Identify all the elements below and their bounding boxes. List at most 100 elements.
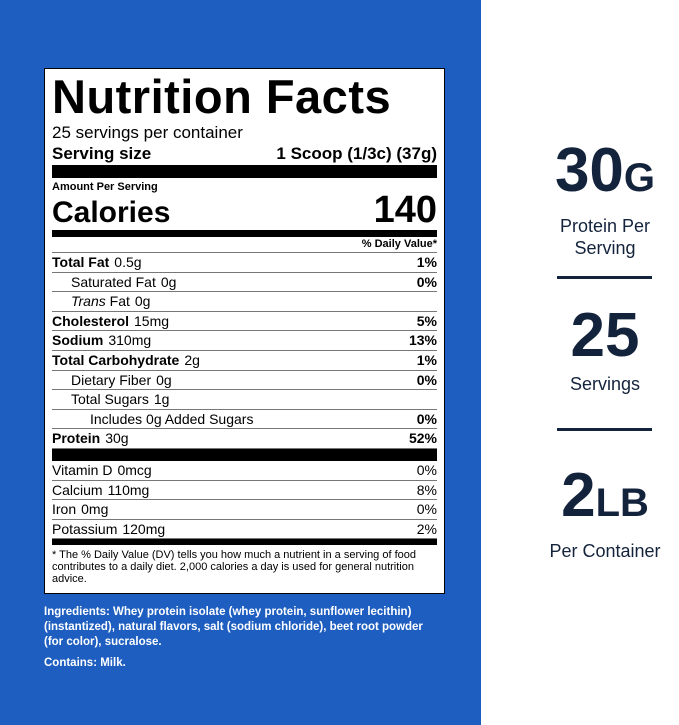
amount-per-serving: Amount Per Serving — [52, 181, 158, 193]
ingredients-text: Ingredients: Whey protein isolate (whey … — [44, 606, 423, 648]
stat-value: 30G — [540, 140, 670, 209]
calories: 140 — [373, 189, 437, 231]
nutrient-left: Includes 0g Added Sugars — [52, 410, 253, 429]
stat: 2LB Per Container — [540, 465, 670, 562]
nutrient-row: Saturated Fat 0g 0% — [52, 273, 437, 293]
nutrient-amount: 1g — [153, 391, 170, 408]
vitamin-amount: 0mg — [81, 501, 109, 518]
vitamin-dv: 0% — [416, 501, 437, 518]
nutrient-row: Sodium 310mg 13% — [52, 331, 437, 351]
separator — [557, 428, 652, 431]
nutrient-dv: 52% — [408, 430, 437, 447]
nutrient-amount: 0g — [160, 273, 177, 290]
nutrient-left: Total Carbohydrate 2g — [52, 351, 200, 370]
nutrient-row: Protein 30g 52% — [52, 429, 437, 449]
vitamin-row: Calcium 110mg 8% — [52, 481, 437, 501]
stat-number: 2 — [561, 461, 596, 530]
nutrient-left: Saturated Fat 0g — [52, 273, 176, 292]
nutrient-name: Saturated Fat — [71, 273, 156, 290]
vitamin-name: Potassium — [52, 520, 118, 537]
nutrient-name: Dietary Fiber — [71, 371, 152, 388]
stat-label: Servings — [569, 374, 641, 394]
vitamin-left: Iron 0mg — [52, 500, 108, 519]
nutrient-name: Protein — [52, 430, 101, 447]
nutrient-name: Total Sugars — [71, 391, 149, 408]
nutrient-dv: 0% — [416, 273, 437, 290]
nutrient-dv: 5% — [416, 312, 437, 329]
stat-unit: G — [623, 156, 656, 200]
nutrient-dv: 1% — [416, 351, 437, 368]
nutrient-row: Includes 0g Added Sugars 0% — [52, 410, 437, 430]
vitamin-left: Potassium 120mg — [52, 520, 165, 539]
contains: Contains: Milk. — [44, 657, 126, 669]
nutrient-amount: 2g — [184, 351, 200, 368]
vitamin-left: Calcium 110mg — [52, 481, 149, 500]
stat-label: Protein Per Serving — [559, 216, 651, 258]
nutrient-name: Sodium — [52, 332, 104, 349]
nutrient-row: Total Fat 0.5g 1% — [52, 253, 437, 273]
nutrient-name: Fat — [109, 293, 130, 310]
vitamin-amount: 0mcg — [117, 461, 152, 478]
nutrient-amount: 30g — [105, 430, 129, 447]
nutrient-row: Total Carbohydrate 2g 1% — [52, 351, 437, 371]
nutrient-amount: 310mg — [108, 332, 152, 349]
nutrient-left: Cholesterol 15mg — [52, 312, 169, 331]
medium-rule — [52, 230, 437, 237]
thick-rule — [52, 448, 437, 461]
nutrient-left: Protein 30g — [52, 429, 129, 448]
vitamin-row: Vitamin D 0mcg 0% — [52, 461, 437, 481]
servings: 25 servings per container — [52, 123, 243, 142]
vitamin-dv: 0% — [416, 461, 437, 478]
nutrient-dv: 0% — [416, 371, 437, 388]
nutrient-left: Sodium 310mg — [52, 331, 151, 350]
nutrients: Total Fat 0.5g 1% Saturated Fat 0g 0% Trans Fa… — [52, 253, 437, 449]
nutrient-left: Total Sugars 1g — [52, 390, 169, 409]
nutrient-row: Trans Fat 0g — [52, 292, 437, 312]
vitamin-amount: 110mg — [107, 481, 150, 498]
stat-value: 2LB — [540, 465, 670, 534]
vitamin-row: Potassium 120mg 2% — [52, 520, 437, 540]
serving-size-label: Serving size — [52, 144, 152, 163]
calories-label: Calories — [52, 196, 171, 229]
vitamin-name: Iron — [52, 501, 77, 518]
vitamins: Vitamin D 0mcg 0% Calcium 110mg 8% Iron 0mg 0% Po… — [52, 461, 437, 540]
nutrient-row: Total Sugars 1g — [52, 390, 437, 410]
vitamin-left: Vitamin D 0mcg — [52, 461, 152, 480]
label-title: Nutrition Facts — [52, 70, 392, 123]
nutrient-amount: 0g — [156, 371, 172, 388]
separator — [557, 276, 652, 279]
nutrient-dv: 0% — [416, 410, 437, 427]
nutrient-row: Cholesterol 15mg 5% — [52, 312, 437, 332]
nutrient-amount: 15mg — [134, 312, 170, 329]
vitamin-amount: 120mg — [122, 520, 166, 537]
stat-unit: LB — [595, 481, 649, 525]
stat-number: 30 — [554, 136, 624, 205]
stat-label: Per Container — [549, 541, 661, 561]
stat: 25 Servings — [540, 305, 670, 395]
thick-rule — [52, 165, 437, 178]
stat-value: 25 — [540, 305, 670, 367]
medium-rule — [52, 539, 437, 546]
nutrient-name: Total Fat — [52, 254, 110, 270]
ingredients: Ingredients: Whey protein isolate (whey … — [44, 605, 444, 671]
footnote: * The % Daily Value (DV) tells you how m… — [52, 549, 416, 586]
vitamin-dv: 8% — [416, 481, 437, 498]
nutrient-amount: 0.5g — [114, 254, 142, 270]
stat-number: 25 — [570, 301, 640, 370]
vitamin-name: Calcium — [52, 481, 103, 498]
vitamin-dv: 2% — [416, 520, 437, 537]
nutrition-label: Nutrition Facts 25 servings per containe… — [44, 68, 445, 594]
nutrient-left: Total Fat 0.5g — [52, 253, 142, 272]
nutrient-left: Dietary Fiber 0g — [52, 371, 172, 390]
nutrient-left: Trans Fat 0g — [52, 292, 150, 311]
serving-size: 1 Scoop (1/3c) (37g) — [276, 144, 437, 163]
nutrient-name: Total Carbohydrate — [52, 351, 180, 368]
nutrient-row: Dietary Fiber 0g 0% — [52, 371, 437, 391]
dv-header: % Daily Value* — [52, 237, 437, 253]
nutrient-dv: 13% — [408, 332, 437, 349]
vitamin-name: Vitamin D — [52, 461, 113, 478]
nutrient-name: Includes 0g Added Sugars — [90, 410, 254, 427]
vitamin-row: Iron 0mg 0% — [52, 500, 437, 520]
nutrient-dv: 1% — [416, 254, 437, 270]
